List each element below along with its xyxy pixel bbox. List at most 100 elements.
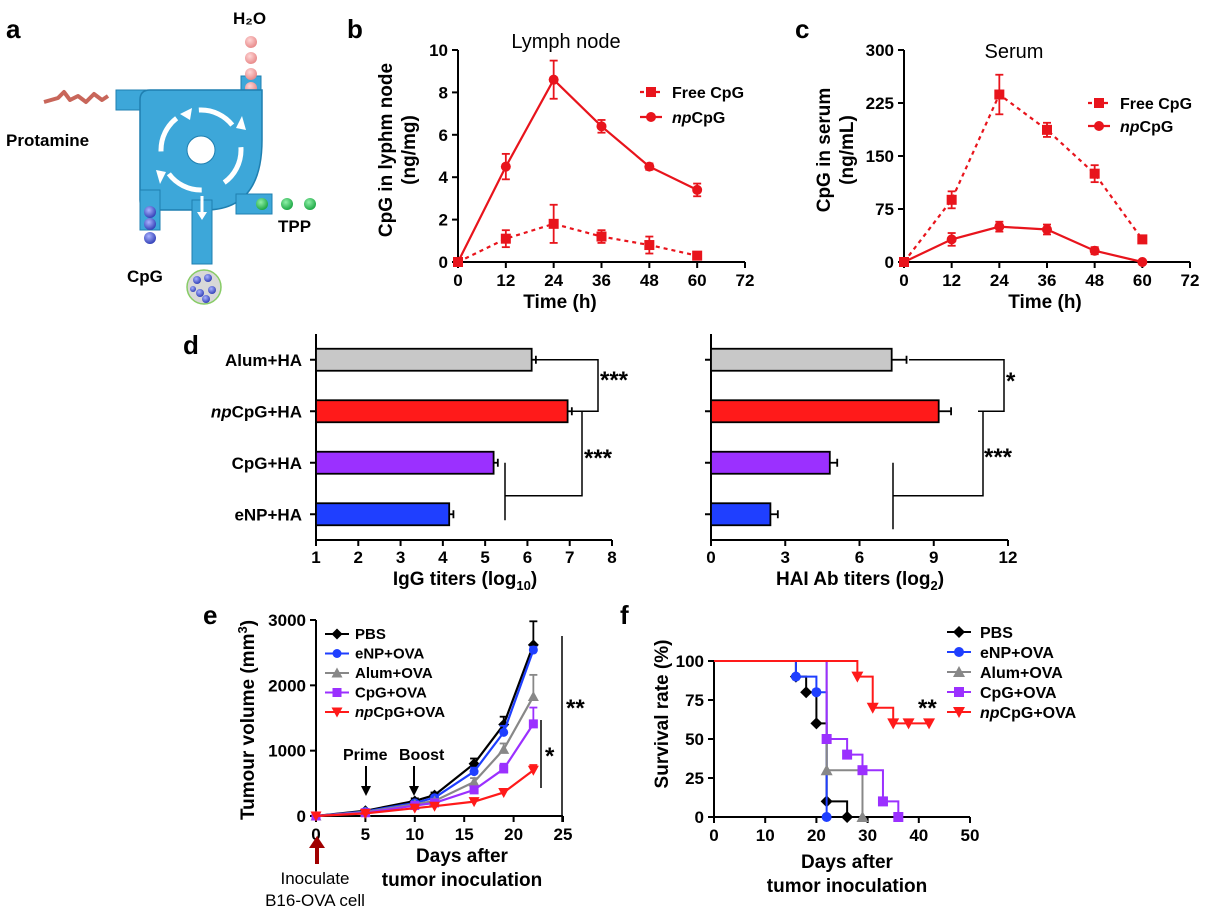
series-alum-ova-point xyxy=(820,764,833,776)
legend-free-cpg-marker xyxy=(646,87,656,97)
chart-d-left-x-tick-label: 6 xyxy=(523,548,532,567)
legend-cpg-ova-marker xyxy=(954,687,964,697)
chart-b-y-tick-label: 6 xyxy=(439,126,448,145)
chart-e-x-tick-label: 20 xyxy=(504,825,523,844)
chart-d-igg-titers: IgG titers (log10) 1 2 3 4 5 6 7 8 Alum+HA npCpG+… xyxy=(211,334,629,593)
protamine-molecule xyxy=(43,90,110,104)
chart-d-right-xlabel: HAI Ab titers (log2) xyxy=(776,569,944,593)
chart-d-left-x-tick-label: 4 xyxy=(438,548,448,567)
bar-enp-ha xyxy=(315,502,451,527)
chart-d-right-x-tick-label: 12 xyxy=(999,548,1018,567)
series-cpg-ova-point xyxy=(499,764,509,774)
series-alum-ova-point xyxy=(498,743,510,754)
significance-bracket xyxy=(504,411,583,521)
chart-e-y-tick-label: 1000 xyxy=(268,742,306,761)
chart-b-y-tick-label: 0 xyxy=(439,253,448,272)
chart-f-x-tick-label: 10 xyxy=(756,826,775,845)
series-npcpg-point xyxy=(596,121,607,132)
legend-free-cpg-marker xyxy=(1094,98,1104,108)
bar-cpg-ha xyxy=(710,450,831,475)
chart-d-right-x-tick-label: 9 xyxy=(929,548,938,567)
series-cpg-ova-point xyxy=(857,765,868,776)
inoculate-arrow-head xyxy=(309,836,325,848)
nanoparticle-cpg xyxy=(202,295,210,303)
legend-pbs-marker xyxy=(953,626,965,638)
series-pbs-point xyxy=(841,811,854,823)
chart-c-ylabel-line2: (ng/mL) xyxy=(837,115,858,185)
series-cpg-ova-point xyxy=(877,796,888,807)
series-cpg-ova-line xyxy=(714,660,900,817)
series-free-cpg-point xyxy=(500,233,511,244)
chart-e-y-tick-label: 2000 xyxy=(268,676,306,695)
legend-cpg-ova-label: CpG+OVA xyxy=(355,685,427,702)
inoculate-label-line1: Inoculate xyxy=(281,869,350,888)
chart-f-y-tick-label: 25 xyxy=(685,769,704,788)
chart-c-x-tick-label: 48 xyxy=(1085,271,1104,290)
chart-e-ylabel: Tumour volume (mm3) xyxy=(235,620,259,820)
significance-label: *** xyxy=(984,444,1013,471)
legend-npcpg-ova-label: npCpG+OVA xyxy=(355,704,445,721)
chart-f-x-tick-label: 40 xyxy=(909,826,928,845)
bar-cpg-ha xyxy=(315,450,495,475)
chart-e-x-tick-label: 25 xyxy=(554,825,573,844)
chart-e-y-tick-label: 3000 xyxy=(268,611,306,630)
chart-e-xlabel-line1: Days after xyxy=(416,846,508,867)
series-enp-ova-point xyxy=(790,671,801,682)
significance-label: *** xyxy=(600,367,629,394)
prime-arrow-head xyxy=(361,786,371,796)
series-alum-ova-point xyxy=(856,811,869,822)
series-npcpg-ova-point xyxy=(887,718,900,730)
chart-e-y-tick-label: 0 xyxy=(297,807,306,826)
legend-alum-ova-marker xyxy=(953,666,965,677)
series-pbs-point xyxy=(800,686,813,699)
nanoparticle-cpg xyxy=(196,289,204,297)
nanoparticle-cpg xyxy=(204,274,212,282)
boost-arrow-head xyxy=(409,786,419,796)
series-npcpg-point xyxy=(946,234,957,245)
legend-enp-ova-label: eNP+OVA xyxy=(355,646,424,663)
significance-bracket xyxy=(909,359,1005,412)
water-droplet xyxy=(245,52,257,64)
panel-label-a: a xyxy=(6,14,21,44)
chart-f-ylabel: Survival rate (%) xyxy=(652,640,673,789)
legend-enp-ova-marker xyxy=(954,647,964,657)
significance-label: *** xyxy=(584,445,613,472)
series-npcpg-point xyxy=(899,257,909,267)
legend-free-cpg-label: Free CpG xyxy=(1120,96,1192,113)
cpg-droplet xyxy=(144,218,156,230)
chart-f-xlabel-line1: Days after xyxy=(801,852,893,873)
series-npcpg-point xyxy=(500,161,511,172)
series-free-cpg-point xyxy=(596,231,607,242)
significance-bracket xyxy=(892,411,984,530)
series-npcpg-ova-point xyxy=(866,702,879,714)
legend-enp-ova-marker xyxy=(332,649,342,658)
series-npcpg-point xyxy=(1089,245,1100,256)
chart-b-y-tick-label: 8 xyxy=(439,83,448,102)
chart-c-serum: Serum Time (h) CpG in serum (ng/mL) 0 12 2… xyxy=(814,41,1199,313)
chart-c-x-tick-label: 60 xyxy=(1133,271,1152,290)
bar-alum-ha xyxy=(315,347,533,372)
boost-label: Boost xyxy=(399,747,445,764)
legend-npcpg-marker xyxy=(646,112,656,122)
nanoparticle-cpg xyxy=(190,286,196,292)
chart-d-left-xlabel: IgG titers (log10) xyxy=(393,569,537,593)
chart-f-x-tick-label: 30 xyxy=(858,826,877,845)
series-npcpg-point xyxy=(548,74,559,85)
series-npcpg-point xyxy=(692,184,703,195)
swirl-arrow xyxy=(180,108,192,120)
series-cpg-ova-point xyxy=(528,719,538,729)
swirl-path xyxy=(158,107,244,193)
chart-b-y-tick-label: 4 xyxy=(439,168,449,187)
series-free-cpg-point xyxy=(548,218,559,229)
chart-f-y-tick-label: 50 xyxy=(685,730,704,749)
series-npcpg-line xyxy=(457,77,698,263)
chart-d-right-x-tick-label: 3 xyxy=(781,548,790,567)
chart-e-x-tick-label: 10 xyxy=(405,825,424,844)
legend-npcpg-ova-label: npCpG+OVA xyxy=(980,705,1077,722)
series-npcpg-point xyxy=(994,221,1005,232)
chart-c-y-tick-label: 75 xyxy=(875,200,894,219)
series-alum-ova-point xyxy=(468,776,480,787)
series-npcpg-ova-point xyxy=(851,671,864,683)
legend-npcpg-ova-marker xyxy=(331,707,343,718)
